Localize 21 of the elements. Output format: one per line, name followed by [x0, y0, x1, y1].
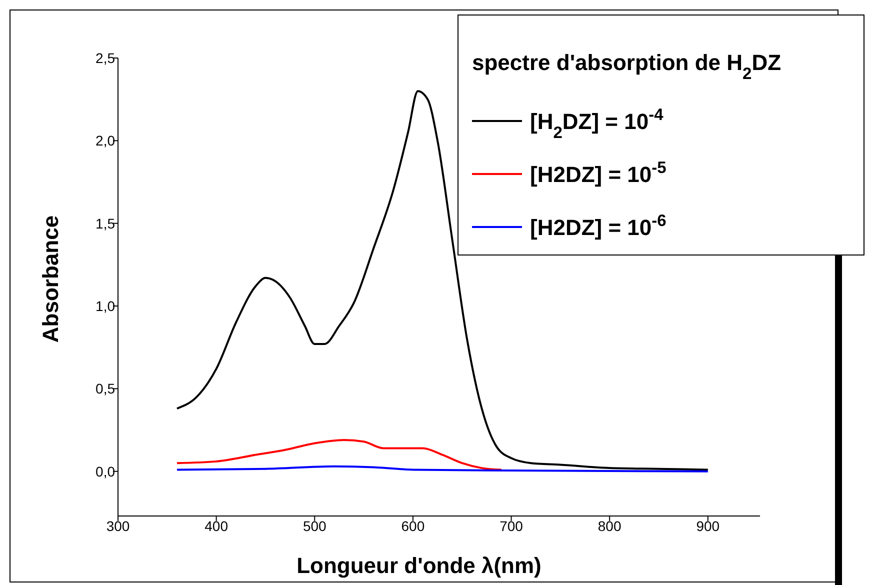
legend-label: [H2DZ] = 10$^{-5}$ [530, 159, 666, 187]
x-tick-label: 400 [204, 518, 228, 534]
line-series [176, 438, 502, 471]
y-tick-label: 0,0 [96, 463, 116, 480]
y-tick-label: 1,0 [96, 298, 116, 314]
legend-title: spectre d'absorption de H$_{2}$DZ [472, 50, 782, 83]
x-tick-label: 500 [302, 518, 327, 534]
y-tick-label: 0,5 [96, 380, 116, 397]
y-tick-label: 1,5 [96, 215, 116, 232]
y-tick-label: 2,5 [96, 50, 116, 66]
legend-label: [H$_{2}$DZ] = 10$^{-4}$ [530, 106, 664, 142]
line-series [176, 90, 709, 471]
legend-label: [H2DZ] = 10$^{-6}$ [530, 212, 666, 240]
x-tick-label: 300 [106, 518, 130, 534]
y-tick-label: 2,0 [96, 132, 116, 149]
x-axis-title: Longueur d'onde λ(nm) [296, 553, 542, 578]
x-tick-label: 900 [696, 518, 720, 534]
x-tick-label: 700 [500, 518, 524, 534]
y-axis-title: Absorbance [38, 215, 63, 343]
x-tick-label: 600 [401, 518, 425, 534]
x-tick-label: 800 [598, 518, 622, 534]
